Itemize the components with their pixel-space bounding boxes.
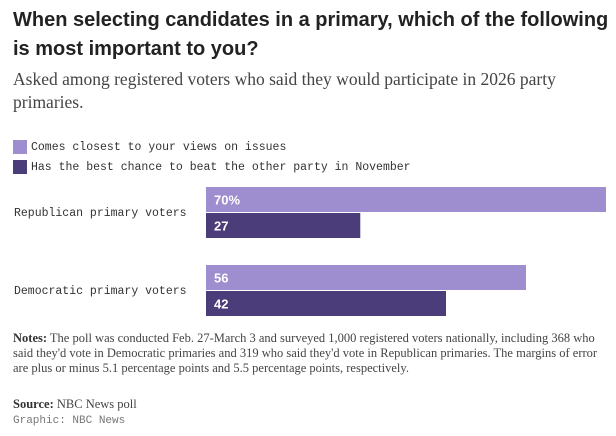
source-text: NBC News poll [53,397,137,411]
bar-chart: Republican primary voters 70% 27 Democratic… [14,187,606,316]
source-label: Source: [13,397,54,411]
bar-republican-series-1 [206,187,606,212]
bar-republican-series-2 [206,213,361,238]
notes-text: The poll was conducted Feb. 27-March 3 a… [13,331,598,375]
bar-value-label-democratic-series-1: 56 [214,271,228,286]
legend: Comes closest to your views on issues Ha… [13,137,411,177]
legend-label-chance: Has the best chance to beat the other pa… [31,160,411,174]
legend-item-views: Comes closest to your views on issues [13,137,411,157]
legend-swatch-chance [13,160,27,174]
bar-value-label-republican-series-1: 70% [214,193,240,208]
chart-subtitle: Asked among registered voters who said t… [13,69,556,112]
category-label-republican: Republican primary voters [14,207,187,220]
bar-democratic-series-2 [206,291,446,316]
bar-democratic-series-1 [206,265,526,290]
graphic-credit: Graphic: NBC News [13,415,126,427]
chart-title: When selecting candidates in a primary, … [13,9,609,60]
legend-label-views: Comes closest to your views on issues [31,140,287,154]
bar-value-label-republican-series-2: 27 [214,219,228,234]
notes-label: Notes: [13,331,48,345]
source: Source: NBC News poll [13,397,137,412]
category-label-democratic: Democratic primary voters [14,285,187,298]
legend-swatch-views [13,140,27,154]
notes: Notes: The poll was conducted Feb. 27-Ma… [13,331,609,376]
bar-value-label-democratic-series-2: 42 [214,297,228,312]
legend-item-chance: Has the best chance to beat the other pa… [13,157,411,177]
